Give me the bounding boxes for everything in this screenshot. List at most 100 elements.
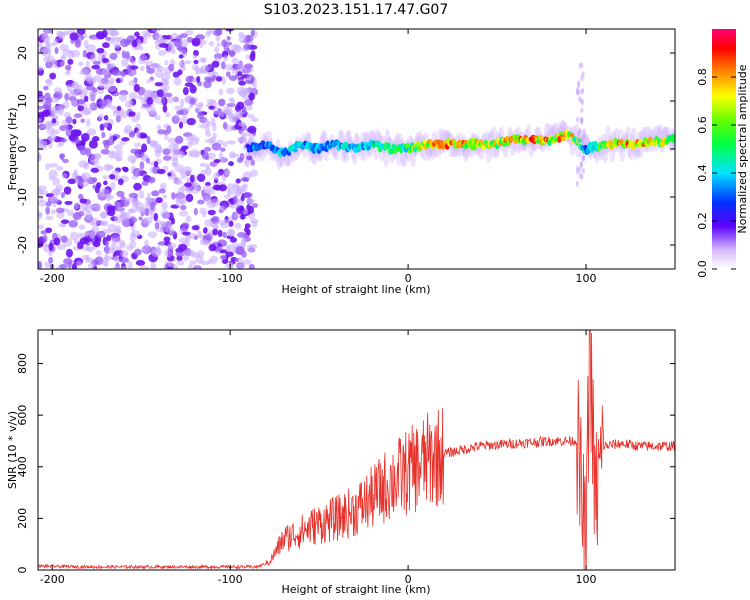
trace-disturbance xyxy=(578,166,582,173)
noise-blob xyxy=(65,248,73,258)
noise-blob xyxy=(78,61,84,67)
noise-blob xyxy=(224,64,234,71)
trace-point xyxy=(245,144,251,149)
noise-blob xyxy=(215,76,223,82)
noise-blob xyxy=(167,172,172,177)
noise-blob xyxy=(55,207,65,214)
snr-xtick-label: 100 xyxy=(576,573,597,586)
noise-blob xyxy=(129,70,137,76)
noise-blob xyxy=(51,96,60,103)
trace-disturbance xyxy=(577,129,581,136)
noise-blob xyxy=(92,241,101,248)
noise-blob xyxy=(133,248,142,256)
noise-blob xyxy=(113,265,120,269)
noise-blob xyxy=(117,178,124,186)
noise-blob xyxy=(133,182,142,191)
noise-blob xyxy=(100,211,108,220)
noise-blob xyxy=(206,120,212,128)
colorbar-tick-label: 0.4 xyxy=(696,164,709,182)
noise-blob xyxy=(130,148,140,155)
noise-blob xyxy=(113,144,123,151)
noise-blob xyxy=(128,131,135,138)
noise-blob xyxy=(103,114,109,121)
noise-blob xyxy=(240,177,249,182)
noise-blob xyxy=(149,76,155,81)
noise-blob xyxy=(167,96,175,104)
noise-blob xyxy=(144,239,149,249)
noise-blob xyxy=(71,262,78,269)
noise-blob xyxy=(90,54,97,63)
trace-halo xyxy=(375,131,382,144)
noise-blob xyxy=(243,43,251,50)
noise-blob xyxy=(211,122,217,132)
noise-blob xyxy=(243,192,253,199)
noise-blob xyxy=(88,203,97,209)
noise-blob xyxy=(237,263,246,269)
noise-blob xyxy=(125,51,130,60)
trace-halo xyxy=(283,154,290,166)
noise-blob xyxy=(191,225,200,231)
noise-blob xyxy=(127,64,132,74)
noise-blob xyxy=(59,153,65,161)
snr-ytick-label: 800 xyxy=(16,353,29,374)
noise-blob xyxy=(247,113,255,119)
noise-blob xyxy=(74,202,79,210)
noise-blob xyxy=(154,82,164,87)
noise-blob xyxy=(206,99,217,104)
noise-blob xyxy=(200,65,205,74)
noise-blob xyxy=(246,244,255,253)
noise-blob xyxy=(79,236,90,245)
noise-blob xyxy=(234,222,242,229)
noise-blob xyxy=(226,35,231,41)
noise-blob xyxy=(177,187,185,197)
noise-blob xyxy=(238,121,247,127)
snr-series-line xyxy=(38,330,675,570)
noise-blob xyxy=(100,148,110,155)
noise-blob xyxy=(211,75,217,81)
noise-blob xyxy=(179,33,188,39)
noise-blob xyxy=(122,167,129,173)
noise-blob xyxy=(183,253,189,262)
noise-blob xyxy=(218,184,228,192)
noise-blob xyxy=(246,204,251,211)
noise-blob xyxy=(215,35,221,42)
noise-blob xyxy=(103,140,110,149)
noise-blob xyxy=(145,90,154,96)
noise-blob xyxy=(211,142,222,151)
noise-blob xyxy=(236,101,245,110)
noise-blob xyxy=(80,118,85,123)
trace-halo xyxy=(560,120,567,133)
noise-blob xyxy=(43,85,49,91)
noise-blob xyxy=(250,169,258,177)
noise-blob xyxy=(86,44,97,53)
noise-blob xyxy=(60,235,68,243)
noise-blob xyxy=(140,152,147,161)
trace-halo xyxy=(535,126,542,138)
noise-blob xyxy=(182,112,188,118)
noise-blob xyxy=(150,262,157,269)
snr-ylabel: SNR (10 * v/v) xyxy=(6,411,19,489)
noise-blob xyxy=(251,220,258,228)
noise-blob xyxy=(221,39,228,48)
spectrogram-xtick-label: 100 xyxy=(576,272,597,285)
noise-blob xyxy=(84,95,89,103)
noise-blob xyxy=(156,89,165,98)
noise-blob xyxy=(193,59,199,65)
noise-blob xyxy=(213,221,219,230)
noise-blob xyxy=(107,150,118,159)
trace-halo xyxy=(489,146,496,159)
noise-blob xyxy=(233,45,243,54)
trace-disturbance xyxy=(579,116,583,123)
noise-blob xyxy=(208,243,217,252)
noise-blob xyxy=(135,259,146,266)
noise-blob xyxy=(223,55,229,62)
noise-blob xyxy=(128,92,138,101)
spectrogram-ytick-label: -20 xyxy=(16,236,29,254)
noise-blob xyxy=(222,121,228,130)
colorbar-tick-label: 0.2 xyxy=(696,212,709,230)
snr-xtick-label: -200 xyxy=(40,573,65,586)
noise-blob xyxy=(111,36,121,43)
noise-blob xyxy=(48,242,54,252)
colorbar-gradient xyxy=(712,29,736,269)
noise-blob xyxy=(60,137,67,143)
